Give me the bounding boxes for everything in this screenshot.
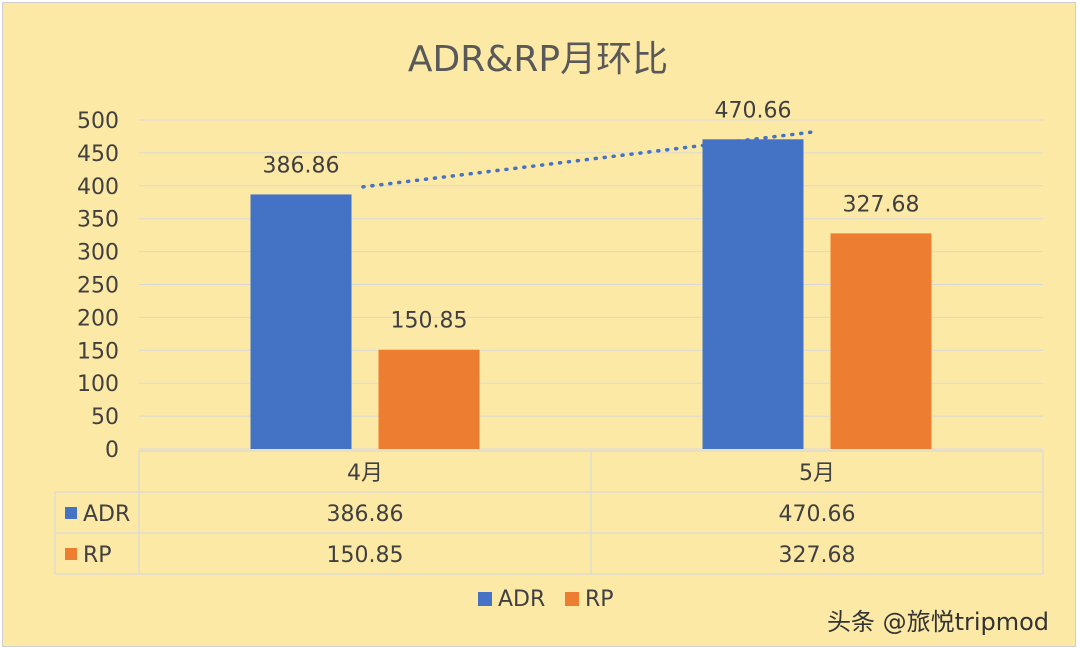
- bars: [250, 139, 932, 449]
- chart-title: ADR&RP月环比: [408, 39, 668, 80]
- y-tick-label: 400: [77, 175, 119, 200]
- bar-rp-2: [830, 233, 932, 449]
- legend: ADR RP: [478, 587, 614, 612]
- bar-chart: ADR&RP月环比 0 50 100 150 200 250 300 350 400 450 500…: [54, 39, 1049, 636]
- table-legend-key-rp: [65, 548, 77, 560]
- table-cell: 386.86: [327, 502, 404, 527]
- y-tick-label: 250: [77, 274, 119, 299]
- table-category-label: 5月: [799, 461, 835, 486]
- y-axis-tick-labels: 0 50 100 150 200 250 300 350 400 450 500: [77, 109, 119, 463]
- trendline: [361, 129, 817, 189]
- legend-label-rp: RP: [585, 587, 614, 612]
- watermark: 头条 @旅悦tripmod: [827, 608, 1049, 636]
- y-tick-label: 200: [77, 306, 119, 331]
- adr-trendline: [361, 129, 817, 189]
- table-cell: 470.66: [779, 502, 856, 527]
- y-tick-label: 300: [77, 241, 119, 266]
- y-tick-label: 150: [77, 339, 119, 364]
- table-cell: 150.85: [327, 543, 404, 568]
- table-series-name: ADR: [83, 502, 130, 527]
- bar-adr-1: [250, 194, 352, 449]
- table-legend-key-adr: [65, 507, 77, 519]
- legend-key-adr: [478, 592, 492, 606]
- legend-label-adr: ADR: [498, 587, 545, 612]
- data-label: 150.85: [391, 309, 468, 334]
- table-category-label: 4月: [347, 461, 383, 486]
- y-tick-label: 450: [77, 142, 119, 167]
- y-tick-label: 50: [91, 405, 119, 430]
- data-label: 386.86: [263, 153, 340, 178]
- table-cell: 327.68: [779, 543, 856, 568]
- legend-key-rp: [565, 592, 579, 606]
- y-tick-label: 500: [77, 109, 119, 134]
- y-tick-label: 350: [77, 208, 119, 233]
- y-tick-label: 100: [77, 372, 119, 397]
- data-labels: 386.86 470.66 150.85 327.68: [263, 98, 920, 333]
- data-label: 470.66: [715, 98, 792, 123]
- y-tick-label: 0: [105, 438, 119, 463]
- table-series-name: RP: [83, 543, 112, 568]
- data-label: 327.68: [843, 192, 920, 217]
- bar-adr-2: [702, 139, 804, 449]
- data-table: 4月 5月 ADR 386.86 470.66 RP 150.85 327.68: [54, 450, 1044, 575]
- bar-rp-1: [378, 349, 480, 449]
